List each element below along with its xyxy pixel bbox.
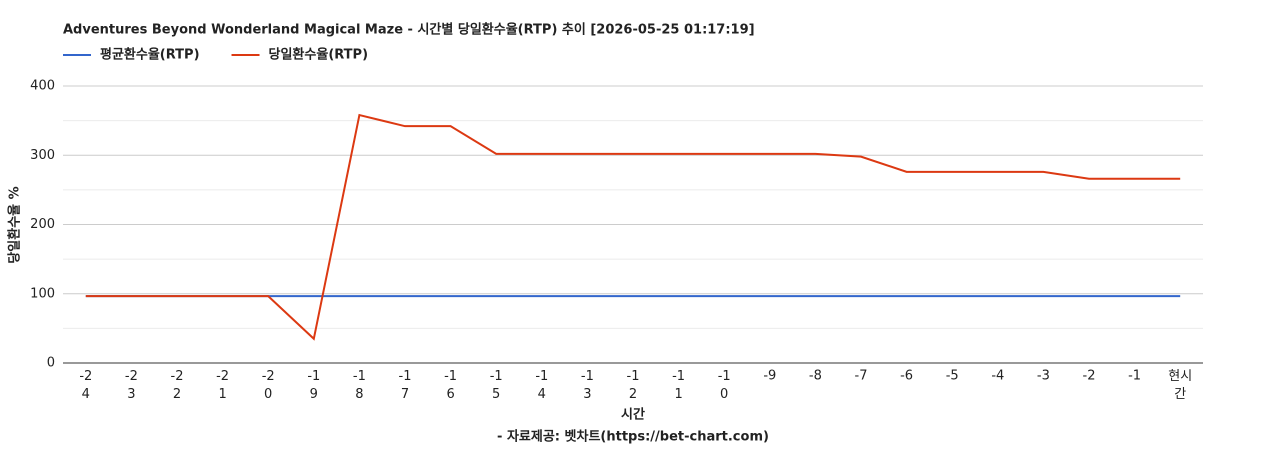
x-tick-label: -1 5 — [490, 369, 503, 402]
x-tick-label: -1 — [1128, 369, 1141, 384]
x-tick-label: 현시 간 — [1168, 369, 1192, 402]
x-tick-label: -1 3 — [581, 369, 594, 402]
series-line — [85, 113, 1181, 341]
x-tick-label: -3 — [1037, 369, 1050, 384]
x-tick-label: -1 1 — [672, 369, 685, 402]
x-tick-label: -1 8 — [353, 369, 366, 402]
legend-label: 당일환수율(RTP) — [269, 47, 369, 63]
y-tick-label: 200 — [30, 217, 55, 232]
x-tick-label: -2 — [1083, 369, 1096, 384]
x-tick-label: -2 2 — [171, 369, 184, 402]
y-tick-label: 400 — [30, 79, 55, 94]
y-tick-label: 0 — [47, 356, 55, 371]
x-tick-label: -1 6 — [444, 369, 457, 402]
x-tick-label: -7 — [855, 369, 868, 384]
x-tick-label: -1 4 — [535, 369, 548, 402]
x-tick-label: -2 4 — [79, 369, 92, 402]
x-tick-label: -6 — [900, 369, 913, 384]
x-tick-label: -4 — [991, 369, 1004, 384]
x-tick-label: -2 3 — [125, 369, 138, 402]
x-tick-label: -5 — [946, 369, 959, 384]
x-tick-label: -1 9 — [307, 369, 320, 402]
chart-title: Adventures Beyond Wonderland Magical Maz… — [63, 22, 755, 38]
x-axis-title: 시간 — [621, 407, 645, 423]
x-tick-label: -1 7 — [399, 369, 412, 402]
y-tick-label: 300 — [30, 148, 55, 163]
source-note: - 자료제공: 벳차트(https://bet-chart.com) — [497, 429, 769, 445]
x-tick-label: -8 — [809, 369, 822, 384]
x-tick-label: -2 1 — [216, 369, 229, 402]
x-tick-label: -1 0 — [718, 369, 731, 402]
legend-label: 평균환수율(RTP) — [100, 47, 200, 63]
x-tick-label: -2 0 — [262, 369, 275, 402]
y-tick-label: 100 — [30, 286, 55, 301]
x-tick-label: -9 — [763, 369, 776, 384]
x-tick-label: -1 2 — [627, 369, 640, 402]
y-axis-title: 당일환수율 % — [7, 186, 23, 263]
